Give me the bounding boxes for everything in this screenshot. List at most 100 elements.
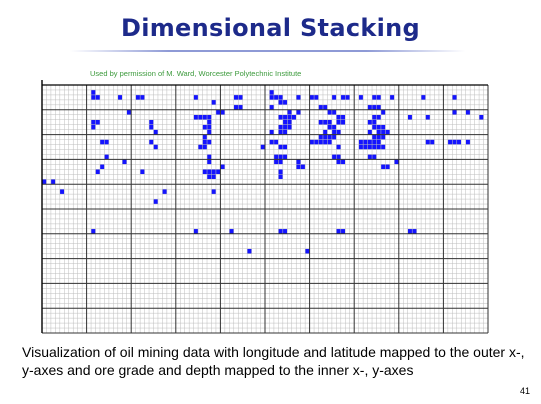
filled-cell [153,144,158,150]
filled-cell [407,114,413,120]
filled-cell [278,154,283,160]
filled-cell [327,134,332,140]
filled-cell [193,228,199,234]
filled-cell [269,129,274,135]
filled-cell [193,114,199,120]
filled-cell [202,134,208,140]
filled-cell [287,119,292,125]
filled-cell [314,94,319,100]
filled-cell [372,154,377,160]
filled-cell [273,139,279,145]
filled-cell [153,129,158,135]
filled-cell [358,94,364,100]
filled-cell [122,159,127,165]
filled-cell [465,139,471,145]
filled-cell [91,94,96,100]
filled-cell [376,144,381,150]
filled-cell [233,104,239,110]
filled-cell [318,134,323,140]
filled-cell [331,154,337,160]
filled-cell [479,114,484,120]
filled-cell [220,164,225,170]
filled-cell [220,109,225,115]
filled-cell [421,94,426,100]
filled-cell [282,154,288,160]
filled-cell [273,159,279,165]
filled-cell [153,199,158,205]
filled-cell [282,144,288,150]
filled-cell [91,89,96,95]
filled-cell [211,174,216,180]
filled-cell [340,159,346,165]
filled-cell [269,94,274,100]
filled-cell [367,119,373,125]
filled-cell [331,129,337,135]
filled-cell [425,114,431,120]
filled-cell [447,139,453,145]
filled-cell [367,139,373,145]
filled-cell [331,109,337,115]
filled-cell [269,139,274,145]
filled-cell [456,139,462,145]
filled-cell [327,139,332,145]
filled-cell [273,94,279,100]
filled-cell [207,119,212,125]
filled-cell [376,94,381,100]
filled-cell [407,228,413,234]
filled-cell [207,154,212,160]
filled-cell [372,94,377,100]
filled-cell [198,114,203,120]
filled-cell [282,129,288,135]
filled-cell [318,104,323,110]
filled-cell [211,169,216,175]
filled-cell [336,119,341,125]
filled-cell [202,139,208,145]
filled-cell [278,174,283,180]
filled-cell [202,169,208,175]
filled-cell [336,114,341,120]
filled-cell [318,139,323,145]
filled-cell [340,94,346,100]
filled-cell [207,129,212,135]
filled-cell [42,179,47,185]
filled-cell [95,94,100,100]
filled-cell [322,129,328,135]
filled-cell [296,94,301,100]
filled-cell [376,104,381,110]
filled-cell [305,248,310,254]
filled-cell [336,228,341,234]
filled-cell [215,169,221,175]
filled-cell [99,164,105,170]
filled-cell [300,164,306,170]
filled-cell [322,139,328,145]
filled-cell [282,114,288,120]
filled-cell [202,144,208,150]
filled-cell [126,109,132,115]
slide-title: Dimensional Stacking [120,14,420,42]
filled-cell [336,154,341,160]
title-underline [70,50,465,52]
filled-cell [465,109,471,115]
filled-cell [202,124,208,130]
filled-cell [207,139,212,145]
filled-cell [193,94,199,100]
filled-cell [380,109,386,115]
filled-cell [99,139,105,145]
filled-cell [372,114,377,120]
filled-cell [207,159,212,165]
filled-cell [207,169,212,175]
filled-cell [376,129,381,135]
filled-cell [331,94,337,100]
slide-caption: Visualization of oil mining data with lo… [22,344,525,378]
filled-cell [452,94,457,100]
filled-cell [327,124,332,130]
filled-cell [367,144,373,150]
filled-cell [318,119,323,125]
filled-cell [322,119,328,125]
filled-cell [376,134,381,140]
filled-cell [282,119,288,125]
filled-cell [385,129,390,135]
filled-cell [358,139,364,145]
filled-cell [358,144,364,150]
filled-cell [309,139,315,145]
